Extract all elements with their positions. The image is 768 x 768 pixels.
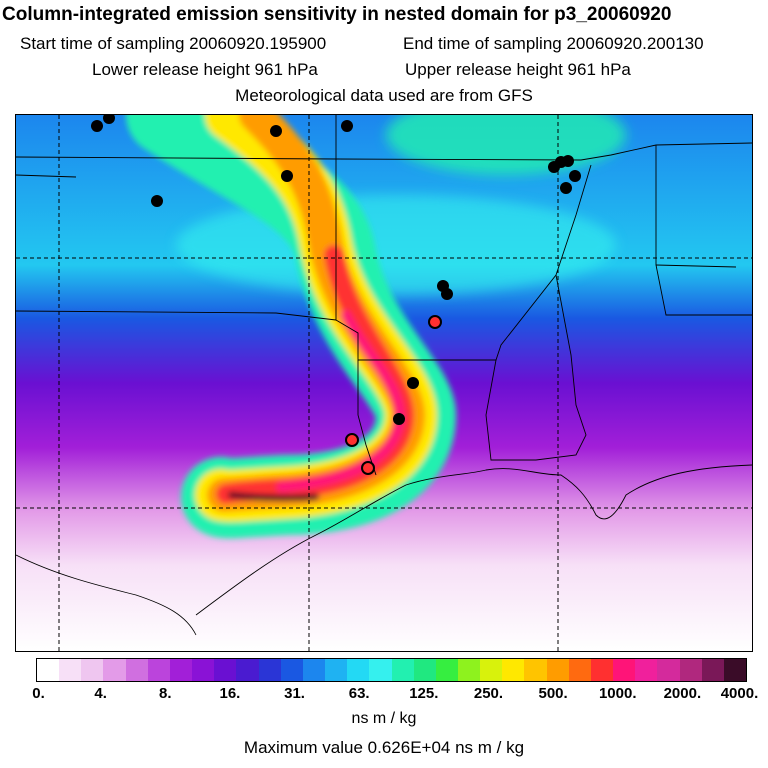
colorbar-swatch	[192, 659, 215, 681]
colorbar-swatch	[169, 659, 193, 681]
marker-black	[151, 195, 163, 207]
colorbar-swatch	[457, 659, 481, 681]
colorbar-tick-label: 0.	[32, 685, 45, 702]
colorbar-tick-label: 500.	[538, 685, 568, 702]
marker-black	[407, 377, 419, 389]
colorbar-swatch	[590, 659, 614, 681]
sampling-markers	[91, 115, 581, 475]
marker-black	[91, 120, 103, 132]
colorbar-swatch	[502, 659, 525, 681]
marker-red	[361, 461, 375, 475]
colorbar-swatch	[435, 659, 458, 681]
colorbar-swatch	[125, 659, 148, 681]
colorbar-tick-label: 4000.	[720, 685, 759, 702]
plume	[126, 115, 457, 539]
start-time-label: Start time of sampling 20060920.195900	[20, 34, 327, 53]
marker-black	[441, 288, 453, 300]
colorbar-swatch	[546, 659, 569, 681]
marker-red	[345, 433, 359, 447]
colorbar-swatch	[347, 659, 370, 681]
colorbar-swatch	[701, 659, 724, 681]
end-time-label: End time of sampling 20060920.200130	[403, 34, 704, 53]
colorbar-tick-label: 8.	[159, 685, 172, 702]
colorbar-swatch	[369, 659, 392, 681]
colorbar-swatch	[302, 659, 326, 681]
colorbar-swatch	[280, 659, 303, 681]
colorbar-swatch	[723, 659, 746, 681]
coastline	[195, 464, 752, 616]
colorbar-swatch	[37, 659, 60, 681]
colorbar-tick-label: 63.	[348, 685, 370, 702]
colorbar-tick-label: 31.	[284, 685, 305, 702]
met-data-label: Meteorological data used are from GFS	[235, 86, 533, 105]
colorbar-swatch	[214, 659, 237, 681]
colorbar-swatch	[59, 659, 82, 681]
marker-black	[562, 155, 574, 167]
river-border	[16, 554, 197, 636]
colorbar-swatch	[568, 659, 591, 681]
colorbar-tick-label: 1000.	[598, 685, 637, 702]
marker-black	[281, 170, 293, 182]
colorbar-swatch	[258, 659, 281, 681]
colorbar-swatch	[81, 659, 104, 681]
colorbar-tick-label: 250.	[473, 685, 504, 702]
colorbar-swatch	[524, 659, 547, 681]
marker-black	[341, 120, 353, 132]
colorbar-swatch	[147, 659, 170, 681]
cyan-region	[176, 195, 616, 295]
colorbar-swatch	[613, 659, 636, 681]
colorbar-tick-label: 2000.	[663, 685, 702, 702]
sensitivity-map	[15, 114, 753, 652]
colorbar-swatch	[480, 659, 503, 681]
lower-release-label: Lower release height 961 hPa	[92, 60, 318, 79]
colorbar-swatch	[391, 659, 414, 681]
colorbar-tick-label: 4.	[94, 685, 107, 702]
figure-title: Column-integrated emission sensitivity i…	[2, 4, 672, 25]
colorbar-swatch	[103, 659, 126, 681]
maximum-value-label: Maximum value 0.626E+04 ns m / kg	[243, 738, 525, 757]
colorbar-tick-label: 16.	[219, 685, 241, 702]
marker-red	[428, 315, 442, 329]
colorbar-swatch	[413, 659, 436, 681]
colorbar-swatch	[657, 659, 680, 681]
colorbar-units: ns m / kg	[351, 710, 417, 727]
colorbar-swatch	[325, 659, 348, 681]
marker-black	[560, 182, 572, 194]
marker-black	[103, 115, 115, 124]
marker-black	[270, 125, 282, 137]
colorbar-swatch	[635, 659, 658, 681]
colorbar-swatch	[679, 659, 702, 681]
graticule	[16, 115, 752, 651]
colorbar	[36, 658, 747, 682]
upper-release-label: Upper release height 961 hPa	[405, 60, 631, 79]
marker-black	[393, 413, 405, 425]
marker-black	[569, 170, 581, 182]
colorbar-swatch	[236, 659, 259, 681]
colorbar-tick-label: 125.	[409, 685, 439, 702]
state-boundaries	[16, 115, 752, 476]
